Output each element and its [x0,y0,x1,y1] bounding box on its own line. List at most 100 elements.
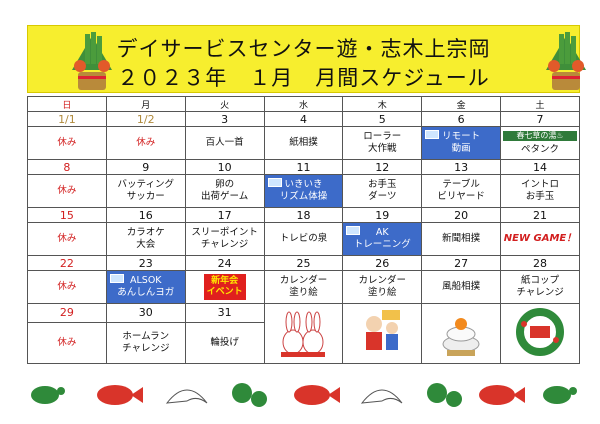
tv-icon [267,178,282,187]
title-banner: デイサービスセンター遊・志木上宗岡 ２０２３年 １月 月間スケジュール [27,25,586,93]
pine-icon [232,383,267,407]
date-cell: 11 [263,159,344,175]
week-5-dates: 29 30 31 [27,303,580,364]
crane-icon [165,389,208,404]
activity-cell: 新年会 イベント [184,270,265,304]
week-4-dates: 22 23 24 25 26 27 28 [27,255,580,271]
weekday-wed: 水 [263,96,344,112]
date-cell: 19 [342,207,423,223]
tv-icon [425,130,440,139]
family-illustration-cell [342,303,423,364]
activity-cell-highlight: いきいき リズム体操 [263,174,344,208]
activity-label: AK トレーニング [353,227,411,250]
date-cell: 23 [105,255,186,271]
tv-icon [346,226,361,235]
turtle-icon [543,386,577,404]
activity-cell-highlight: リモート 動画 [421,126,502,160]
date-cell: 31 [184,303,265,323]
week-5-activities: 休み ホームラン チャレンジ 輪投げ [27,321,580,365]
date-cell: 1/2 [105,111,186,127]
weekday-mon: 月 [105,96,186,112]
date-cell: 26 [342,255,423,271]
activity-cell: 新聞相撲 [421,222,502,256]
date-cell: 1/1 [27,111,107,127]
activity-cell: ホームラン チャレンジ [105,321,186,365]
date-cell: 20 [421,207,502,223]
activity-cell: カレンダー 塗り絵 [263,270,344,304]
activity-label: リモート 動画 [442,131,481,154]
date-cell: 14 [500,159,580,175]
activity-cell: 卵の 出荷ゲーム [184,174,265,208]
activity-cell: 休み [27,321,107,365]
week-1-dates: 1/1 1/2 3 4 5 6 7 [27,111,580,127]
date-cell: 15 [27,207,107,223]
date-cell: 24 [184,255,265,271]
date-cell: 7 [500,111,580,127]
date-cell: 29 [27,303,107,323]
date-cell: 13 [421,159,502,175]
pine-icon [427,383,462,407]
weekday-sun: 日 [27,96,107,112]
date-cell: 21 [500,207,580,223]
activity-cell: 休み [27,126,107,160]
turtle-icon [31,386,65,404]
wreath-illustration-cell [500,303,580,364]
date-cell: 25 [263,255,344,271]
activity-label: ALSOK あんしんヨガ [117,275,175,298]
activity-cell: トレビの泉 [263,222,344,256]
activity-cell: 休み [27,174,107,208]
date-cell: 18 [263,207,344,223]
weekday-sat: 土 [500,96,580,112]
activity-cell: 百人一首 [184,126,265,160]
activity-cell-highlight: ALSOK あんしんヨガ [105,270,186,304]
date-cell: 5 [342,111,423,127]
new-game-label: NEW GAME！ [503,233,577,244]
activity-cell-highlight: AK トレーニング [342,222,423,256]
activity-cell: 休み [27,270,107,304]
activity-cell: バッティング サッカー [105,174,186,208]
event-tag: 春七草の湯♨ [503,131,577,141]
red-bream-icon [97,385,143,405]
weekday-fri: 金 [421,96,502,112]
red-bream-icon [294,385,340,405]
activity-cell: ローラー 大作戦 [342,126,423,160]
activity-cell: NEW GAME！ [500,222,580,256]
date-cell: 4 [263,111,344,127]
mochi-illustration-cell [421,303,502,364]
red-bream-icon [479,385,525,405]
rabbits-icon [281,311,326,357]
title-line-2: ２０２３年 １月 月間スケジュール [117,66,490,90]
week-1-activities: 休み 休み 百人一首 紙相撲 ローラー 大作戦 リモート 動画 春七草の湯♨ ペタ… [27,126,580,160]
week-3-activities: 休み カラオケ 大会 スリーポイント チャレンジ トレビの泉 AK トレーニング… [27,222,580,256]
activity-cell: 紙コップ チャレンジ [500,270,580,304]
date-cell: 10 [184,159,265,175]
title-line-1: デイサービスセンター遊・志木上宗岡 [116,37,491,61]
week-2-activities: 休み バッティング サッカー 卵の 出荷ゲーム いきいき リズム体操 お手玉 ダ… [27,174,580,208]
activity-label: ペタンク [521,144,560,155]
activity-cell: 風船相撲 [421,270,502,304]
activity-cell: 紙相撲 [263,126,344,160]
kadomatsu-right-icon [546,32,586,90]
new-year-wreath-icon [516,308,565,356]
activity-cell: 休み [105,126,186,160]
date-cell: 16 [105,207,186,223]
date-cell: 22 [27,255,107,271]
kagami-mochi-icon [442,318,480,356]
week-3-dates: 15 16 17 18 19 20 21 [27,207,580,223]
date-cell: 8 [27,159,107,175]
weekday-thu: 木 [342,96,423,112]
activity-cell: スリーポイント チャレンジ [184,222,265,256]
date-cell: 3 [184,111,265,127]
activity-cell: カラオケ 大会 [105,222,186,256]
week-2-dates: 8 9 10 11 12 13 14 [27,159,580,175]
date-cell: 28 [500,255,580,271]
weekday-tue: 火 [184,96,265,112]
activity-cell: 春七草の湯♨ ペタンク [500,126,580,160]
new-year-event-label: 新年会 イベント [203,274,246,300]
rabbits-illustration-cell [263,303,344,364]
tv-icon [109,274,124,283]
activity-cell: 休み [27,222,107,256]
weekday-header-row: 日 月 火 水 木 金 土 [27,96,580,112]
crane-icon [360,389,403,404]
date-cell: 17 [184,207,265,223]
